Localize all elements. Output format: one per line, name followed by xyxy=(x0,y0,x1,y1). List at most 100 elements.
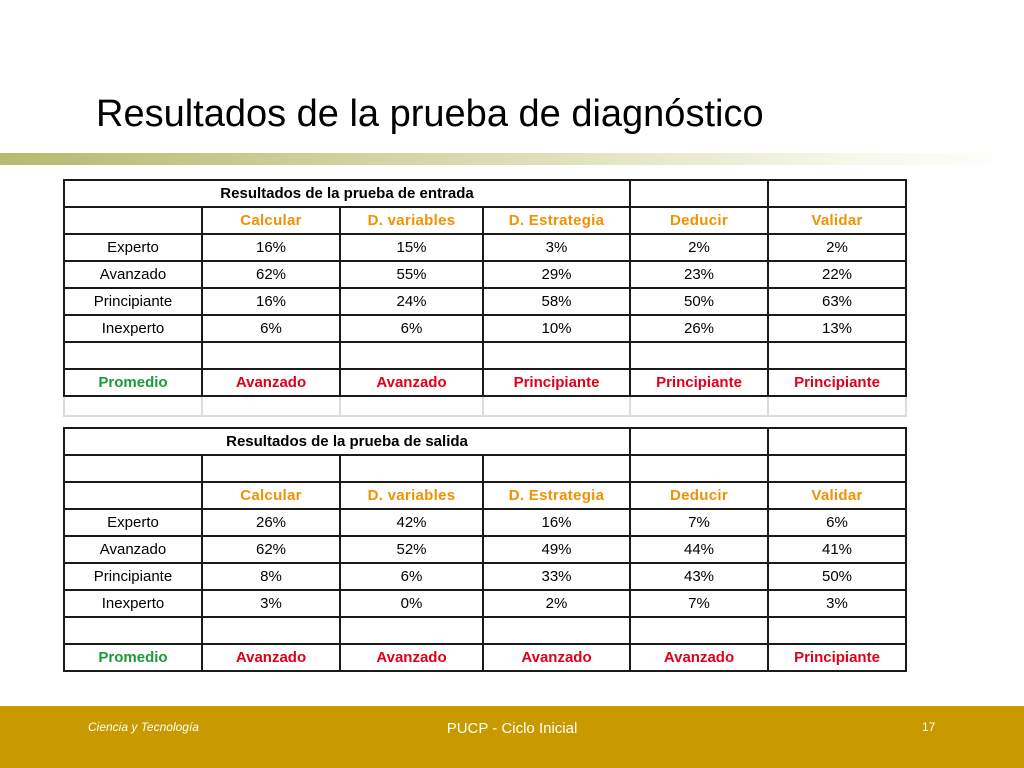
table-cell: 3% xyxy=(482,233,631,262)
empty-cell xyxy=(63,341,203,370)
table-row: Avanzado 62% 52% 49% 44% 41% xyxy=(63,535,907,564)
empty-cell xyxy=(201,616,341,645)
empty-cell xyxy=(767,616,907,645)
empty-row xyxy=(63,341,907,370)
footer-course-label: Ciencia y Tecnología xyxy=(88,720,199,734)
average-value: Principiante xyxy=(767,643,907,672)
table-cell: 16% xyxy=(201,287,341,316)
row-label: Avanzado xyxy=(63,535,203,564)
average-row: Promedio Avanzado Avanzado Principiante … xyxy=(63,368,907,397)
table-cell: 3% xyxy=(201,589,341,618)
table-cell: 15% xyxy=(339,233,484,262)
table-cell: 63% xyxy=(767,287,907,316)
entrada-table: Resultados de la prueba de entrada Calcu… xyxy=(63,179,907,417)
table-cell: 41% xyxy=(767,535,907,564)
row-label: Inexperto xyxy=(63,589,203,618)
average-value: Avanzado xyxy=(339,368,484,397)
spacer-row xyxy=(63,395,907,417)
average-value: Principiante xyxy=(629,368,769,397)
empty-cell xyxy=(629,179,769,208)
table-cell: 55% xyxy=(339,260,484,289)
empty-cell xyxy=(767,341,907,370)
empty-cell xyxy=(767,179,907,208)
column-header: Validar xyxy=(767,481,907,510)
empty-cell xyxy=(63,395,203,417)
table-cell: 33% xyxy=(482,562,631,591)
entrada-table-title: Resultados de la prueba de entrada xyxy=(63,179,631,208)
table-cell: 0% xyxy=(339,589,484,618)
table-cell: 49% xyxy=(482,535,631,564)
row-label: Avanzado xyxy=(63,260,203,289)
empty-cell xyxy=(482,454,631,483)
table-cell: 24% xyxy=(339,287,484,316)
salida-table: Resultados de la prueba de salida Calcul… xyxy=(63,427,907,672)
table-cell: 26% xyxy=(629,314,769,343)
table-cell: 7% xyxy=(629,508,769,537)
column-header: D. variables xyxy=(339,481,484,510)
table-row: Principiante 16% 24% 58% 50% 63% xyxy=(63,287,907,316)
table-title-row: Resultados de la prueba de entrada xyxy=(63,179,907,208)
table-cell: 58% xyxy=(482,287,631,316)
empty-row xyxy=(63,454,907,483)
slide-footer: Ciencia y Tecnología PUCP - Ciclo Inicia… xyxy=(0,706,1024,768)
header-row: Calcular D. variables D. Estrategia Dedu… xyxy=(63,481,907,510)
header-row: Calcular D. variables D. Estrategia Dedu… xyxy=(63,206,907,235)
table-cell: 16% xyxy=(201,233,341,262)
row-label: Experto xyxy=(63,508,203,537)
row-label: Principiante xyxy=(63,562,203,591)
table-cell: 22% xyxy=(767,260,907,289)
column-header: D. variables xyxy=(339,206,484,235)
table-cell: 23% xyxy=(629,260,769,289)
table-cell: 2% xyxy=(482,589,631,618)
empty-cell xyxy=(339,395,484,417)
empty-cell xyxy=(63,454,203,483)
row-label: Principiante xyxy=(63,287,203,316)
empty-cell xyxy=(63,206,203,235)
column-header: Calcular xyxy=(201,206,341,235)
column-header: Validar xyxy=(767,206,907,235)
table-row: Avanzado 62% 55% 29% 23% 22% xyxy=(63,260,907,289)
empty-cell xyxy=(629,341,769,370)
footer-program-label: PUCP - Ciclo Inicial xyxy=(446,720,578,737)
empty-cell xyxy=(339,454,484,483)
table-row: Experto 16% 15% 3% 2% 2% xyxy=(63,233,907,262)
table-row: Experto 26% 42% 16% 7% 6% xyxy=(63,508,907,537)
table-cell: 29% xyxy=(482,260,631,289)
table-cell: 62% xyxy=(201,260,341,289)
table-cell: 43% xyxy=(629,562,769,591)
empty-cell xyxy=(629,616,769,645)
column-header: D. Estrategia xyxy=(482,206,631,235)
average-value: Avanzado xyxy=(201,368,341,397)
empty-cell xyxy=(767,427,907,456)
column-header: D. Estrategia xyxy=(482,481,631,510)
table-cell: 62% xyxy=(201,535,341,564)
table-cell: 10% xyxy=(482,314,631,343)
table-cell: 50% xyxy=(767,562,907,591)
slide-title: Resultados de la prueba de diagnóstico xyxy=(96,93,764,135)
empty-cell xyxy=(482,616,631,645)
average-value: Avanzado xyxy=(339,643,484,672)
table-cell: 42% xyxy=(339,508,484,537)
empty-cell xyxy=(201,395,341,417)
table-cell: 6% xyxy=(339,562,484,591)
empty-cell xyxy=(767,395,907,417)
table-cell: 50% xyxy=(629,287,769,316)
table-cell: 8% xyxy=(201,562,341,591)
table-cell: 16% xyxy=(482,508,631,537)
empty-cell xyxy=(482,395,631,417)
column-header: Deducir xyxy=(629,206,769,235)
empty-cell xyxy=(482,341,631,370)
empty-cell xyxy=(629,454,769,483)
empty-row xyxy=(63,616,907,645)
table-title-row: Resultados de la prueba de salida xyxy=(63,427,907,456)
average-label: Promedio xyxy=(63,643,203,672)
table-row: Inexperto 6% 6% 10% 26% 13% xyxy=(63,314,907,343)
column-header: Deducir xyxy=(629,481,769,510)
table-row: Principiante 8% 6% 33% 43% 50% xyxy=(63,562,907,591)
table-cell: 3% xyxy=(767,589,907,618)
table-cell: 13% xyxy=(767,314,907,343)
average-value: Avanzado xyxy=(482,643,631,672)
average-label: Promedio xyxy=(63,368,203,397)
average-value: Avanzado xyxy=(629,643,769,672)
table-cell: 6% xyxy=(339,314,484,343)
